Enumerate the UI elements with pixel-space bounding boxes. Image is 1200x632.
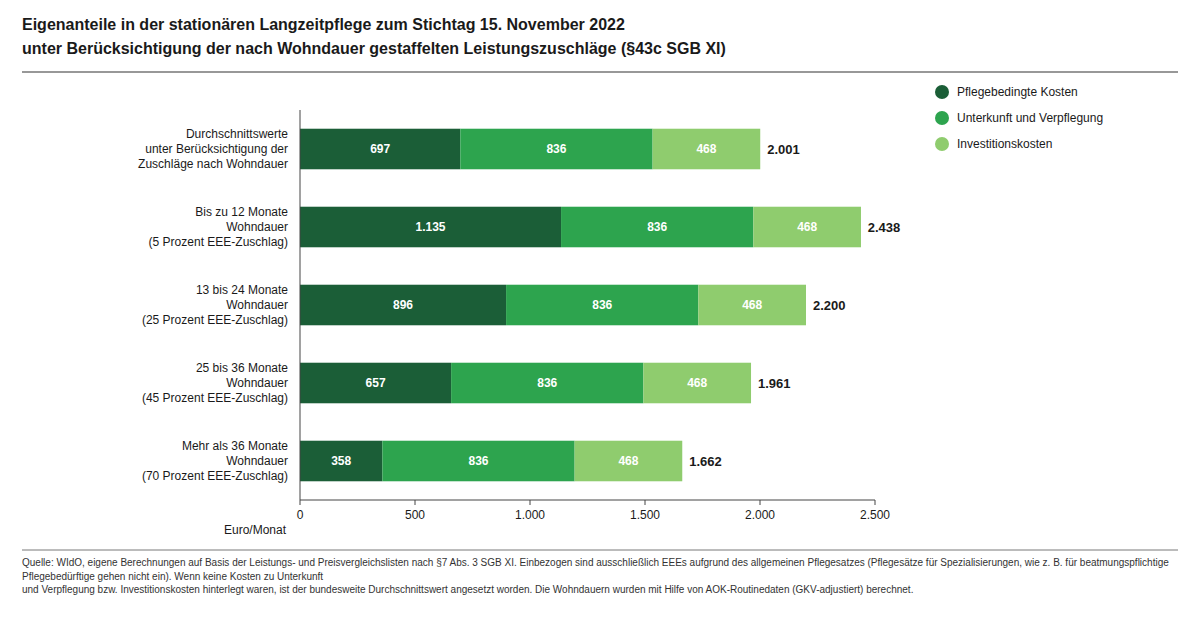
x-tick-label: 500 xyxy=(405,508,425,522)
category-label: Bis zu 12 MonateWohndauer(5 Prozent EEE-… xyxy=(149,205,289,249)
category-label: 25 bis 36 MonateWohndauer(45 Prozent EEE… xyxy=(142,361,288,405)
total-label: 2.001 xyxy=(767,142,800,157)
bar xyxy=(643,363,751,404)
x-tick xyxy=(760,500,761,505)
total-label: 2.438 xyxy=(868,220,901,235)
data-label: 468 xyxy=(797,220,817,234)
category-label-line: Durchschnittswerte xyxy=(186,127,288,141)
legend-label: Investitionskosten xyxy=(957,137,1052,151)
bar xyxy=(300,129,460,170)
bar xyxy=(451,363,643,404)
category-label-line: Zuschläge nach Wohndauer xyxy=(138,157,288,171)
bar xyxy=(698,285,806,326)
x-tick xyxy=(530,500,531,505)
data-label: 836 xyxy=(592,298,612,312)
x-axis-line xyxy=(300,500,875,501)
legend-label: Pflegebedingte Kosten xyxy=(957,85,1078,99)
bar xyxy=(300,207,561,248)
category-label: Durchschnittswerteunter Berücksichtigung… xyxy=(138,127,288,171)
category-label-line: Wohndauer xyxy=(226,454,288,468)
bar xyxy=(300,285,506,326)
category-label-line: Wohndauer xyxy=(226,220,288,234)
note-rule xyxy=(22,550,1178,551)
category-label-line: unter Berücksichtigung der xyxy=(145,142,288,156)
bar xyxy=(753,207,861,248)
title: Eigenanteile in der stationären Langzeit… xyxy=(22,16,625,33)
category-label-line: Bis zu 12 Monate xyxy=(195,205,288,219)
bar xyxy=(382,441,574,482)
data-labels: 697 1.135 896 657 358 836 836 836 836 836 468 468 46… xyxy=(331,142,817,468)
total-label: 1.961 xyxy=(758,376,791,391)
x-tick-label: 2.500 xyxy=(860,508,890,522)
x-tick xyxy=(415,500,416,505)
data-label: 836 xyxy=(468,454,488,468)
bar xyxy=(561,207,753,248)
data-label: 468 xyxy=(618,454,638,468)
bar xyxy=(575,441,683,482)
category-label-line: (5 Prozent EEE-Zuschlag) xyxy=(149,235,288,249)
category-label: 13 bis 24 MonateWohndauer(25 Prozent EEE… xyxy=(142,283,288,327)
legend-label: Unterkunft und Verpflegung xyxy=(957,111,1103,125)
category-label-line: Wohndauer xyxy=(226,376,288,390)
footnote-line: Quelle: WIdO, eigene Berechnungen auf Ba… xyxy=(22,557,1169,568)
category-label-line: Wohndauer xyxy=(226,298,288,312)
y-axis-line xyxy=(300,110,301,500)
x-tick xyxy=(875,500,876,505)
category-label-line: (45 Prozent EEE-Zuschlag) xyxy=(142,391,288,405)
x-tick xyxy=(300,500,301,505)
legend-swatch xyxy=(935,137,949,151)
category-label-line: (25 Prozent EEE-Zuschlag) xyxy=(142,313,288,327)
x-tick-label: 0 xyxy=(297,508,304,522)
chart: Eigenanteile in der stationären Langzeit… xyxy=(0,0,1200,632)
bar xyxy=(653,129,761,170)
bar xyxy=(300,363,451,404)
data-label: 896 xyxy=(393,298,413,312)
background xyxy=(0,0,1200,632)
data-label: 468 xyxy=(742,298,762,312)
data-label: 468 xyxy=(687,376,707,390)
category-label-line: 13 bis 24 Monate xyxy=(196,283,288,297)
bars xyxy=(300,129,861,482)
x-tick xyxy=(645,500,646,505)
category-label: Mehr als 36 MonateWohndauer(70 Prozent E… xyxy=(142,439,288,483)
bar xyxy=(300,441,382,482)
category-label-line: Mehr als 36 Monate xyxy=(182,439,288,453)
total-label: 1.662 xyxy=(689,454,722,469)
bar xyxy=(506,285,698,326)
data-label: 468 xyxy=(696,142,716,156)
title-rule xyxy=(22,71,1178,72)
x-tick-label: 1.500 xyxy=(630,508,660,522)
x-axis-label: Euro/Monat xyxy=(224,523,287,537)
footnote-line: und Verpflegung bzw. Investitionskosten … xyxy=(22,584,913,595)
subtitle: unter Berücksichtigung der nach Wohndaue… xyxy=(22,40,726,57)
category-label-line: 25 bis 36 Monate xyxy=(196,361,288,375)
bar xyxy=(460,129,652,170)
data-label: 657 xyxy=(366,376,386,390)
data-label: 358 xyxy=(331,454,351,468)
data-label: 697 xyxy=(370,142,390,156)
legend-swatch xyxy=(935,85,949,99)
x-tick-label: 1.000 xyxy=(515,508,545,522)
x-tick-label: 2.000 xyxy=(745,508,775,522)
total-label: 2.200 xyxy=(813,298,846,313)
data-label: 1.135 xyxy=(416,220,446,234)
data-label: 836 xyxy=(537,376,557,390)
data-label: 836 xyxy=(647,220,667,234)
data-label: 836 xyxy=(546,142,566,156)
footnote-line: Pflegebedürftige gehen nicht ein). Wenn … xyxy=(22,571,323,582)
legend-swatch xyxy=(935,111,949,125)
category-label-line: (70 Prozent EEE-Zuschlag) xyxy=(142,469,288,483)
footnote: Quelle: WIdO, eigene Berechnungen auf Ba… xyxy=(22,557,1169,595)
